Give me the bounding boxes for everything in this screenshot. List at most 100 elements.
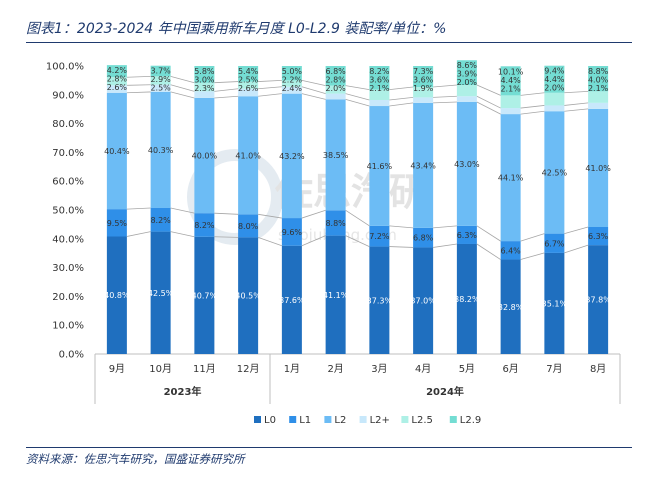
bar-segment [150,231,171,354]
bar-segment [369,246,390,354]
series-connector-line [389,86,414,91]
bar-segment [325,66,346,86]
data-label: 44.1% [498,174,524,183]
legend-label: L1 [299,415,311,426]
bar-segment [325,99,346,211]
data-label: 8.2% [369,67,390,76]
data-label: 6.3% [588,232,609,241]
series-connector-line [520,110,545,115]
bar-segment [369,89,390,100]
data-label: 3.6% [369,76,390,85]
data-label: 2.8% [325,76,346,85]
data-label: 5.4% [238,67,259,76]
data-label: 2.1% [500,84,521,93]
series-connector-line [345,93,370,101]
data-label: 7.2% [369,232,390,241]
series-connector-line [214,81,239,84]
legend-label: L2 [334,415,346,426]
data-label: 2.0% [457,78,478,87]
legend-swatch [324,416,332,423]
data-label: 1.9% [413,84,434,93]
data-label: 2.6% [238,84,259,93]
bar-segment [281,86,302,94]
series-connector-line [126,84,151,86]
series-connector-line [126,231,151,237]
legend-swatch [254,416,261,423]
series-connector-line [389,225,414,229]
y-tick-label: 40.0% [52,234,84,245]
bar-segment [369,106,390,226]
figure-title: 图表1：2023-2024 年中国乘用新车月度 L0-L2.9 装配率/单位：% [26,21,447,37]
series-connector-line [258,80,282,82]
title-rule [26,42,632,43]
data-label: 43.0% [454,160,480,169]
bar-segment [413,247,434,354]
data-label: 8.2% [150,216,171,225]
bar-segment [238,237,259,354]
bar-segment [106,77,127,86]
series-connector-line [389,246,414,248]
bar-segment [413,102,434,228]
data-label: 2.4% [282,84,303,93]
bar-segment [194,97,215,214]
series-connector-line [301,80,326,86]
data-label: 32.8% [498,303,524,312]
bar-segment [588,66,609,92]
bar-segment [588,91,609,103]
data-label: 2.5% [238,76,259,85]
series-connector-line [301,86,326,95]
y-tick-label: 30.0% [52,263,84,274]
y-tick-label: 0.0% [59,350,84,361]
bar-segment [588,108,609,227]
legend-swatch [359,416,367,423]
data-label: 37.6% [279,296,305,305]
data-label: 2.2% [282,76,303,85]
series-connector-line [214,95,239,99]
data-label: 41.1% [323,291,349,300]
group-label: 2023年 [164,385,202,398]
bar-segment [500,241,521,260]
data-label: 6.8% [325,67,346,76]
series-connector-line [520,233,545,242]
bar-segment [325,235,346,354]
x-tick-label: 4月 [415,363,431,375]
data-label: 40.0% [192,152,218,161]
bar-segment [194,66,215,83]
data-label: 41.0% [235,151,261,160]
bar-segment [369,225,390,247]
bar-segment [281,66,302,81]
y-tick-label: 60.0% [52,177,84,188]
series-connector-line [564,102,589,106]
legend-swatch [449,416,457,423]
bar-segment [106,209,127,237]
data-label: 10.1% [498,67,524,76]
bar-segment [281,218,302,246]
series-connector-line [433,101,457,104]
y-tick-label: 100.0% [46,62,84,73]
x-tick-label: 10月 [149,363,172,375]
data-label: 3.7% [150,67,171,76]
x-tick-label: 3月 [371,363,387,375]
bar-segment [500,259,521,354]
series-connector-line [476,84,501,96]
series-connector-line [258,213,282,219]
bar-segment [500,114,521,242]
series-connector-line [126,75,151,78]
bar-segment [281,80,302,87]
series-connector-line [345,99,370,107]
data-label: 8.6% [457,61,478,70]
bar-segment [106,236,127,354]
series-connector-line [126,207,151,210]
watermark-logo-icon [187,149,283,245]
data-label: 2.8% [107,75,128,84]
data-label: 42.5% [148,289,174,298]
series-connector-line [564,226,589,235]
data-label: 6.8% [413,234,434,243]
series-connector-line [564,90,589,94]
series-connector-line [389,102,414,107]
data-label: 2.0% [544,84,565,93]
data-label: 4.4% [500,76,521,85]
series-connector-line [170,231,195,238]
data-label: 40.3% [148,146,174,155]
